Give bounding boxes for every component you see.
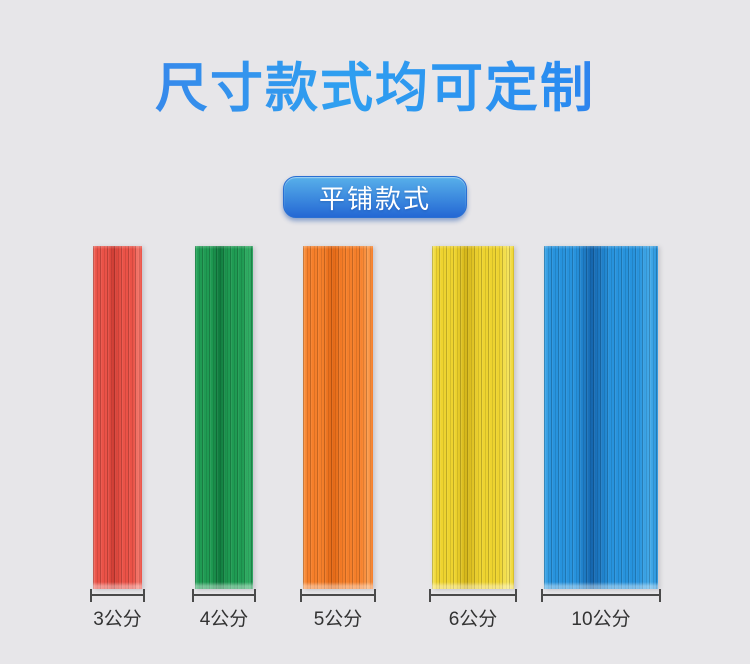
width-label: 5公分 [313, 609, 363, 630]
width-label: 10公分 [571, 609, 631, 630]
ribbon-strip [195, 246, 253, 589]
width-measure-bracket [429, 589, 517, 602]
style-badge: 平铺款式 [283, 176, 467, 218]
style-badge-label: 平铺款式 [318, 183, 431, 214]
ribbon-strip-group: 10公分 [541, 246, 661, 646]
ribbon-strip [432, 246, 514, 589]
width-label: 6公分 [448, 609, 498, 630]
ribbon-strip [303, 246, 373, 589]
width-measure-bracket [192, 589, 256, 602]
ribbon-strip-group: 6公分 [429, 246, 517, 646]
width-measure-bracket [541, 589, 661, 602]
ribbon-strip [93, 246, 142, 589]
ribbon-strip-group: 4公分 [192, 246, 256, 646]
ribbon-strip-group: 5公分 [300, 246, 376, 646]
ribbon-strip-group: 3公分 [90, 246, 145, 646]
width-label: 4公分 [199, 609, 249, 630]
ribbon-strip [544, 246, 658, 589]
width-label: 3公分 [93, 609, 142, 630]
page-title: 尺寸款式均可定制 [0, 46, 750, 122]
width-measure-bracket [90, 589, 145, 602]
width-measure-bracket [300, 589, 376, 602]
